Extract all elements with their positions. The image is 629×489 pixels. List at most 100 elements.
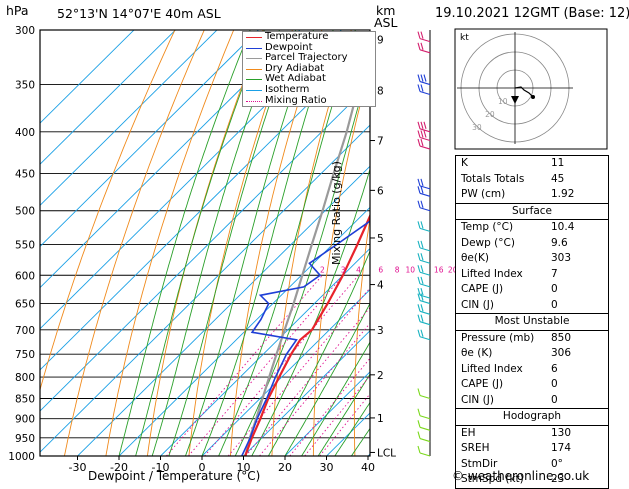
panel-row: EH 130 <box>456 426 608 442</box>
panel-row: Totals Totals 45 <box>456 172 608 188</box>
wind-barb <box>417 253 431 264</box>
height-tick-label: 6 <box>377 185 384 197</box>
panel-row: CIN (J) 0 <box>456 393 608 409</box>
panel-value: 0 <box>551 283 558 295</box>
panel-key: K <box>461 157 468 169</box>
legend-swatch <box>246 79 262 81</box>
height-tick-label: 9 <box>377 34 384 46</box>
legend-label: Mixing Ratio <box>265 94 327 106</box>
panel-key: Lifted Index <box>461 267 523 280</box>
wind-barb <box>417 186 431 197</box>
panel-row: K 11 <box>456 156 608 172</box>
panel-value: 0° <box>551 457 563 470</box>
panel-value: 0 <box>551 378 558 390</box>
panel-key: CAPE (J) <box>461 378 504 390</box>
pressure-tick-label: 900 <box>15 414 35 426</box>
x-tick-label: 20 <box>278 461 292 474</box>
wind-barb <box>417 138 431 150</box>
panel-value: 10.4 <box>551 221 575 233</box>
wind-barb <box>417 276 431 288</box>
legend-swatch <box>246 68 262 70</box>
mixing-ratio-label: 8 <box>395 265 400 274</box>
panel-value: 9.6 <box>551 236 568 249</box>
mixing-ratio-label: 6 <box>378 265 383 274</box>
pressure-tick-label: 700 <box>15 325 35 337</box>
isotherm-line <box>40 30 177 165</box>
hodograph-title: Hodograph <box>456 409 608 426</box>
panel-value: 6 <box>551 362 558 375</box>
legend-swatch <box>246 100 262 102</box>
panel-row: Pressure (mb) 850 <box>456 331 608 347</box>
wind-barb <box>417 240 431 252</box>
x-tick-label: 30 <box>320 461 334 474</box>
wind-barb <box>417 329 431 341</box>
legend-swatch <box>246 58 262 60</box>
legend-item: Temperature <box>243 31 375 43</box>
panel-row: Temp (°C) 10.4 <box>456 220 608 236</box>
height-tick-label: LCL <box>377 447 396 459</box>
mixing-ratio-label: 20 <box>448 265 458 274</box>
height-tick-label: 5 <box>377 233 384 245</box>
panel-row: StmSpd (kt) 23 <box>456 472 608 488</box>
panel-row: PW (cm) 1.92 <box>456 187 608 203</box>
dry-adiabat-line <box>40 30 176 392</box>
isotherm-line <box>40 30 135 124</box>
pressure-tick-label: 800 <box>15 372 35 384</box>
isotherm-line <box>40 30 260 248</box>
isotherm-line <box>118 206 370 456</box>
panel-row: StmDir 0° <box>456 457 608 473</box>
panel-row: SREH 174 <box>456 441 608 457</box>
wind-barb <box>417 74 431 86</box>
legend-item: Dry Adiabat <box>243 63 375 75</box>
panel-key: Dewp (°C) <box>461 236 515 249</box>
panel-key: EH <box>461 426 476 439</box>
wet-adiabat-line <box>184 30 314 456</box>
mixing-ratio-line <box>319 393 370 456</box>
wind-barb <box>417 420 431 431</box>
pressure-tick-label: 950 <box>15 433 35 445</box>
wet-adiabat-line <box>218 30 356 456</box>
panel-value: 0 <box>551 298 558 311</box>
panel-row: CIN (J) 0 <box>456 298 608 314</box>
wind-barb <box>417 445 431 457</box>
mixing-ratio-label: 2 <box>320 265 325 274</box>
wind-barb <box>417 121 431 133</box>
pressure-tick-label: 600 <box>15 270 35 282</box>
panel-row: Dewp (°C) 9.6 <box>456 236 608 252</box>
wet-adiabat-line <box>317 373 370 456</box>
height-tick-label: 2 <box>377 370 384 382</box>
mixing-ratio-label: 3 <box>341 265 346 274</box>
mixing-ratio-line <box>227 287 370 456</box>
isotherm-line <box>40 124 370 453</box>
height-tick-label: 3 <box>377 325 384 337</box>
panel-value: 1.92 <box>551 188 575 200</box>
wind-barb <box>417 314 431 326</box>
legend-item: Dewpoint <box>243 42 375 54</box>
wind-barb <box>417 221 431 232</box>
dry-adiabat-line <box>394 30 440 456</box>
dry-adiabat-line <box>229 30 323 456</box>
series-temperature <box>244 213 370 456</box>
legend-swatch <box>246 47 262 49</box>
pressure-unit-label: hPa <box>6 3 29 18</box>
mixing-ratio-label: 16 <box>434 265 444 274</box>
height-tick-label: 1 <box>377 413 384 425</box>
hodograph-ring-label: 10 <box>498 97 508 106</box>
panel-key: Lifted Index <box>461 362 523 375</box>
wind-barb <box>417 287 431 299</box>
hodograph-trace <box>514 86 534 98</box>
panel-value: 45 <box>551 172 565 185</box>
panel-key: CIN (J) <box>461 393 494 406</box>
legend-item: Parcel Trajectory <box>243 52 375 64</box>
hodograph-unit-label: kt <box>460 33 469 43</box>
station-title: 52°13'N 14°07'E 40m ASL <box>57 6 221 21</box>
panel-row: θe (K) 306 <box>456 346 608 362</box>
panel-value: 306 <box>551 347 572 359</box>
panel-value: 850 <box>551 331 572 344</box>
legend-swatch <box>246 37 262 38</box>
panel-key: CAPE (J) <box>461 283 504 295</box>
hodograph-ring-label: 20 <box>485 110 495 119</box>
height-tick-label: 8 <box>377 86 384 98</box>
panel-key: Temp (°C) <box>461 221 514 233</box>
